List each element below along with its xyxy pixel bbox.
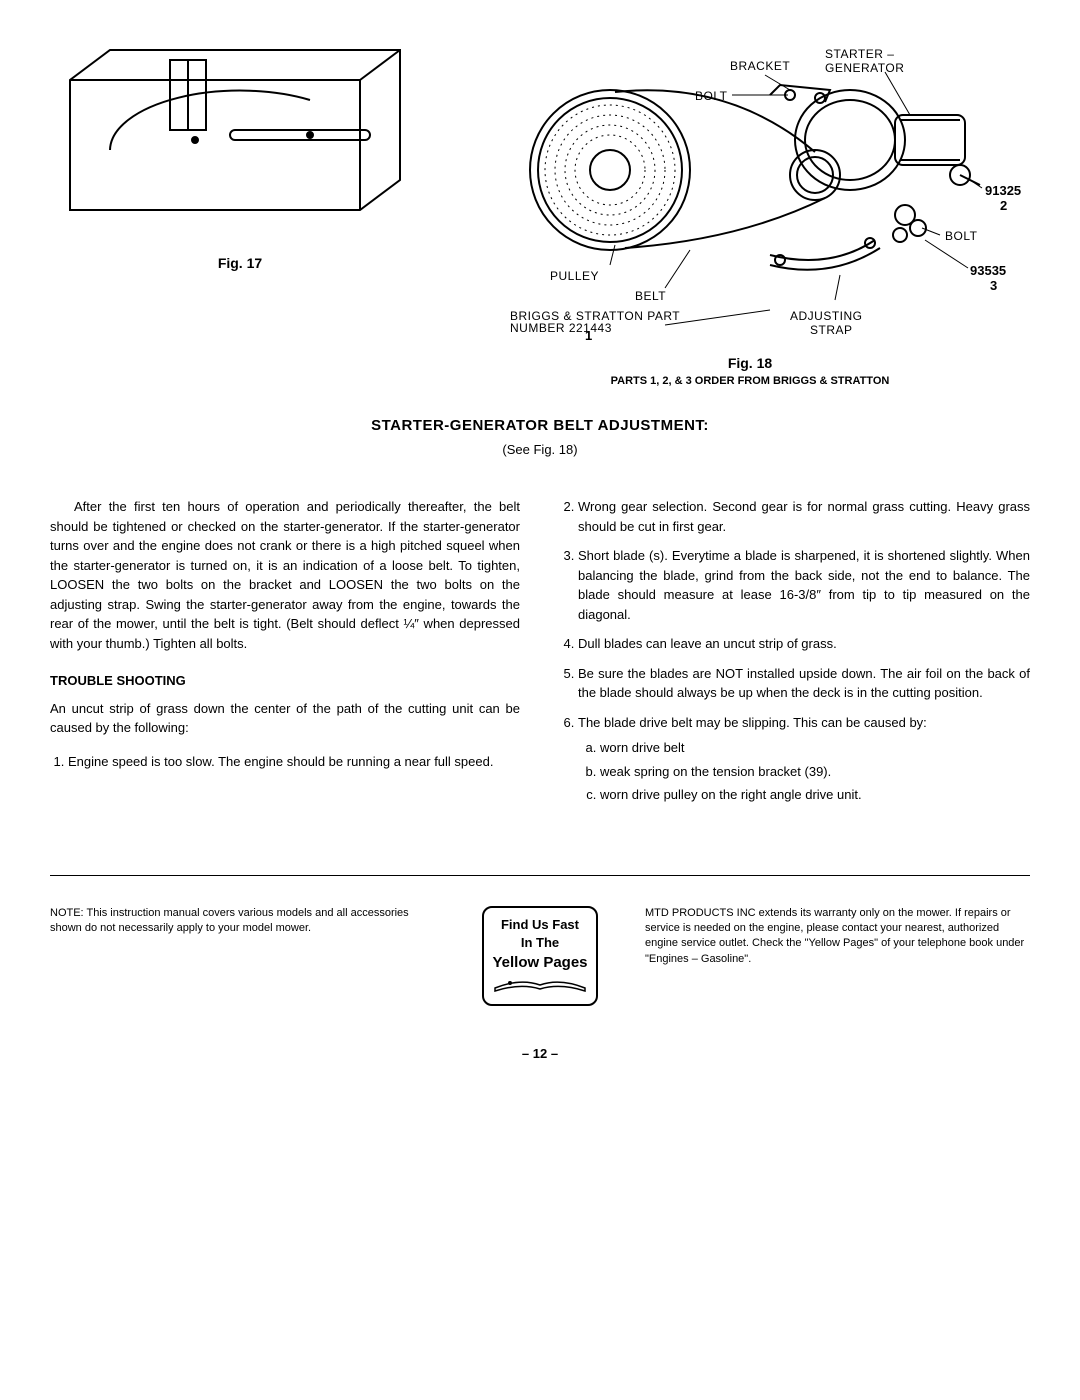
label-pulley: PULLEY [550,269,599,283]
label-briggs: BRIGGS & STRATTON PART NUMBER 221443 [510,309,684,335]
label-91325: 91325 [985,183,1021,198]
yellow-l1: Find Us Fast [490,916,590,934]
footer-yellow: Find Us Fast In The Yellow Pages [465,906,615,1007]
body-columns: After the first ten hours of operation a… [50,497,1030,815]
ts-item-3: Short blade (s). Everytime a blade is sh… [578,546,1030,624]
footer-note: NOTE: This instruction manual covers var… [50,906,435,937]
label-three: 3 [990,278,997,293]
ts-list-left: Engine speed is too slow. The engine sho… [50,752,520,772]
intro-para: After the first ten hours of operation a… [50,497,520,653]
fig18-subcaption: PARTS 1, 2, & 3 ORDER FROM BRIGGS & STRA… [470,375,1030,387]
ts-item-5: Be sure the blades are NOT installed ups… [578,664,1030,703]
label-bolt1: BOLT [695,89,728,103]
ts-intro: An uncut strip of grass down the center … [50,699,520,738]
yellow-l3: Yellow Pages [490,952,590,973]
label-bracket: BRACKET [730,59,790,73]
ts-list-right: Wrong gear selection. Second gear is for… [560,497,1030,805]
label-93535: 93535 [970,263,1006,278]
ts-sublist: worn drive belt weak spring on the tensi… [578,738,1030,805]
section-title: STARTER-GENERATOR BELT ADJUSTMENT: [50,417,1030,434]
fig17-caption: Fig. 17 [50,255,430,271]
fig18-container: BRACKET STARTER – GENERATOR BOLT PULLEY … [470,40,1030,387]
ts-heading: TROUBLE SHOOTING [50,671,520,691]
fig17-diagram [50,40,430,240]
ts-item-6b: weak spring on the tension bracket (39). [600,762,1030,782]
ts-item-1: Engine speed is too slow. The engine sho… [68,752,520,772]
figures-row: Fig. 17 [50,40,1030,387]
label-bolt2: BOLT [945,229,978,243]
label-belt: BELT [635,289,666,303]
ts-item-2: Wrong gear selection. Second gear is for… [578,497,1030,536]
yellow-l2: In The [490,934,590,952]
footer-warranty: MTD PRODUCTS INC extends its warranty on… [645,906,1030,968]
ts-item-6c: worn drive pulley on the right angle dri… [600,785,1030,805]
fig18-caption: Fig. 18 [470,355,1030,371]
ts-item-6-text: The blade drive belt may be slipping. Th… [578,715,927,730]
footer-divider [50,875,1030,876]
fig18-diagram: BRACKET STARTER – GENERATOR BOLT PULLEY … [470,40,1030,340]
label-starter: STARTER – GENERATOR [825,47,904,75]
label-two: 2 [1000,198,1007,213]
page-number: – 12 – [50,1046,1030,1061]
yellow-pages-box: Find Us Fast In The Yellow Pages [482,906,598,1007]
book-icon [490,973,590,995]
left-column: After the first ten hours of operation a… [50,497,520,815]
label-adj: ADJUSTING STRAP [790,309,866,337]
right-column: Wrong gear selection. Second gear is for… [560,497,1030,815]
footer-row: NOTE: This instruction manual covers var… [50,906,1030,1007]
see-fig: (See Fig. 18) [50,442,1030,457]
ts-item-6a: worn drive belt [600,738,1030,758]
ts-item-4: Dull blades can leave an uncut strip of … [578,634,1030,654]
fig17-container: Fig. 17 [50,40,430,387]
ts-item-6: The blade drive belt may be slipping. Th… [578,713,1030,805]
label-one: 1 [585,328,592,340]
